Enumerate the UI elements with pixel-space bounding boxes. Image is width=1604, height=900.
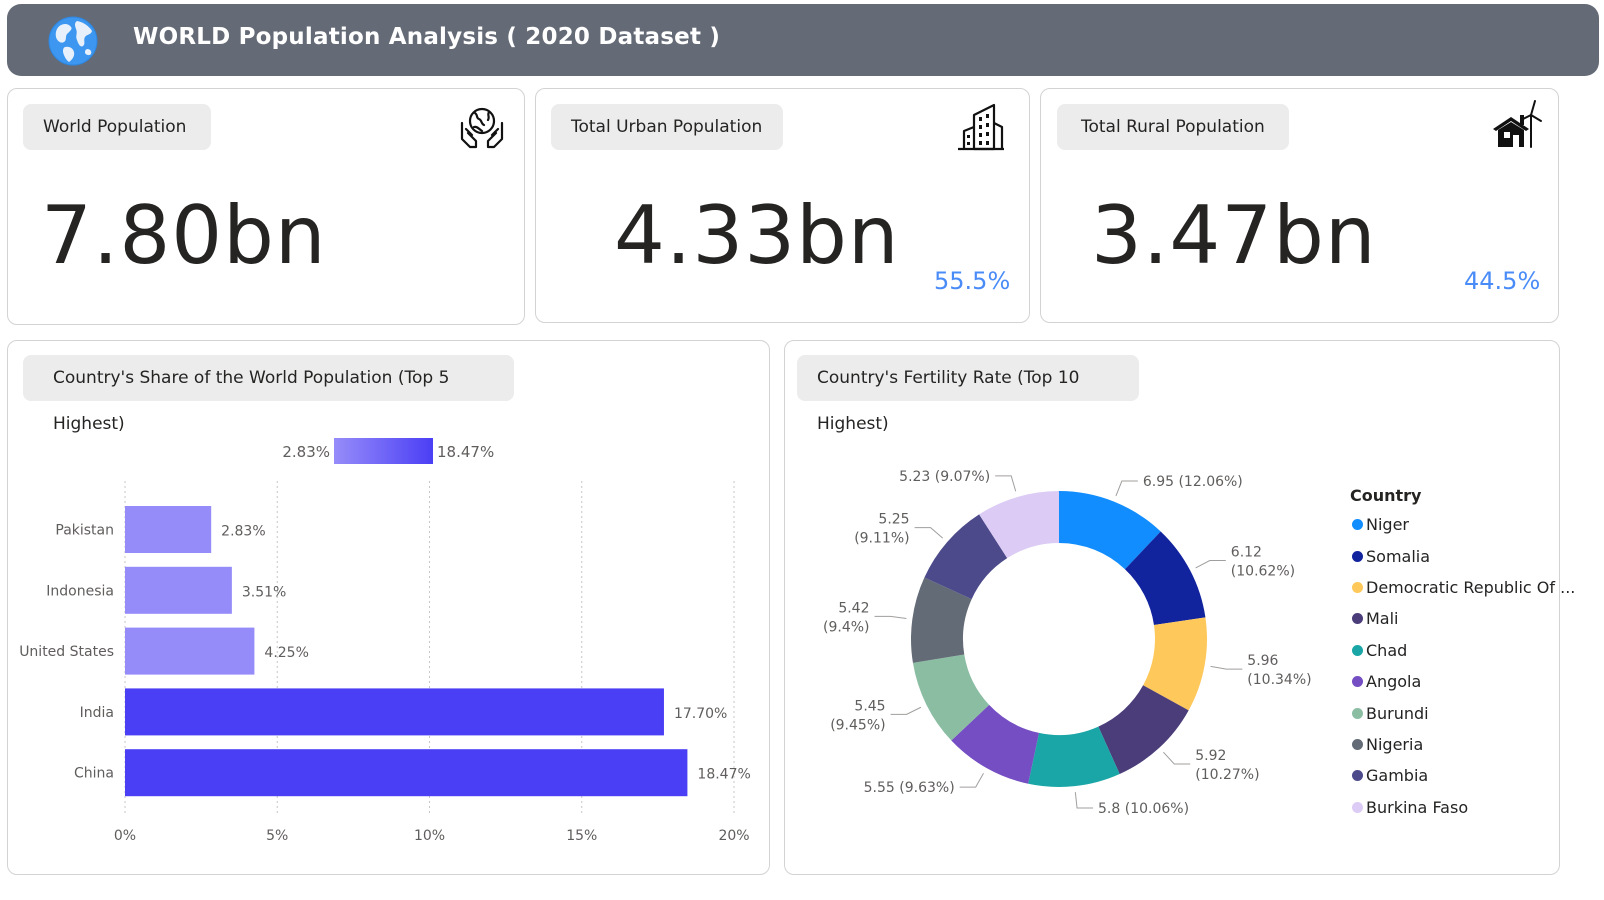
- legend-label: Chad: [1366, 640, 1408, 660]
- chart-title-pill: Country's Share of the World Population …: [23, 355, 514, 434]
- page-title: WORLD Population Analysis ( 2020 Dataset…: [133, 24, 721, 50]
- legend-item[interactable]: Nigeria: [1350, 729, 1575, 760]
- kpi-label-pill: Total Rural Population: [1057, 104, 1289, 150]
- legend-item[interactable]: Mali: [1350, 603, 1575, 634]
- legend-swatch: [1352, 519, 1363, 531]
- legend-swatch: [1352, 644, 1363, 656]
- legend-swatch: [1352, 676, 1363, 688]
- legend-title: Country: [1350, 486, 1422, 505]
- legend-item[interactable]: Chad: [1350, 635, 1575, 666]
- legend-item[interactable]: Democratic Republic Of ...: [1350, 572, 1575, 603]
- city-buildings-icon: [958, 103, 1004, 151]
- legend-label: Angola: [1366, 672, 1422, 692]
- legend-item[interactable]: Burkina Faso: [1350, 792, 1575, 823]
- legend-swatch: [1352, 613, 1363, 625]
- legend-item[interactable]: Niger: [1350, 509, 1575, 540]
- legend-item[interactable]: Burundi: [1350, 697, 1575, 728]
- legend-swatch: [1352, 550, 1363, 562]
- legend-swatch: [1352, 738, 1363, 750]
- donut-legend: Country Niger Somalia Democratic Republic …: [1350, 486, 1575, 823]
- kpi-value: 3.47bn: [1091, 189, 1377, 282]
- kpi-value: 4.33bn: [614, 189, 900, 282]
- kpi-card-world-population[interactable]: World Population 7.80bn: [7, 88, 525, 325]
- kpi-card-rural-population[interactable]: Total Rural Population 3.47bn 44.5%: [1040, 88, 1559, 323]
- legend-item[interactable]: Somalia: [1350, 540, 1575, 571]
- legend-label: Democratic Republic Of ...: [1366, 577, 1576, 597]
- globe-icon: [48, 16, 98, 66]
- legend-swatch: [1352, 801, 1363, 813]
- chart-title-pill: Country's Fertility Rate (Top 10 Highest…: [797, 355, 1139, 434]
- legend-label: Somalia: [1366, 546, 1431, 566]
- kpi-value: 7.80bn: [41, 189, 327, 282]
- legend-swatch: [1352, 770, 1363, 782]
- legend-label: Nigeria: [1366, 734, 1424, 754]
- legend-label: Burundi: [1366, 703, 1429, 723]
- legend-label: Niger: [1366, 515, 1409, 535]
- bar-chart-panel: Country's Share of the World Population …: [7, 340, 770, 875]
- legend-item[interactable]: Angola: [1350, 666, 1575, 697]
- kpi-card-urban-population[interactable]: Total Urban Population 4.33bn 55.5%: [535, 88, 1030, 323]
- header-bar: WORLD Population Analysis ( 2020 Dataset…: [7, 4, 1599, 76]
- kpi-percent: 55.5%: [934, 267, 1011, 295]
- house-windmill-icon: [1493, 100, 1542, 148]
- kpi-label-pill: World Population: [23, 104, 211, 150]
- legend-swatch: [1352, 707, 1363, 719]
- legend-item[interactable]: Gambia: [1350, 760, 1575, 791]
- kpi-label-pill: Total Urban Population: [551, 104, 783, 150]
- legend-label: Gambia: [1366, 766, 1429, 786]
- legend-label: Burkina Faso: [1366, 797, 1469, 817]
- kpi-percent: 44.5%: [1464, 267, 1541, 295]
- legend-swatch: [1352, 581, 1363, 593]
- hands-globe-icon: [460, 107, 504, 149]
- legend-label: Mali: [1366, 609, 1399, 629]
